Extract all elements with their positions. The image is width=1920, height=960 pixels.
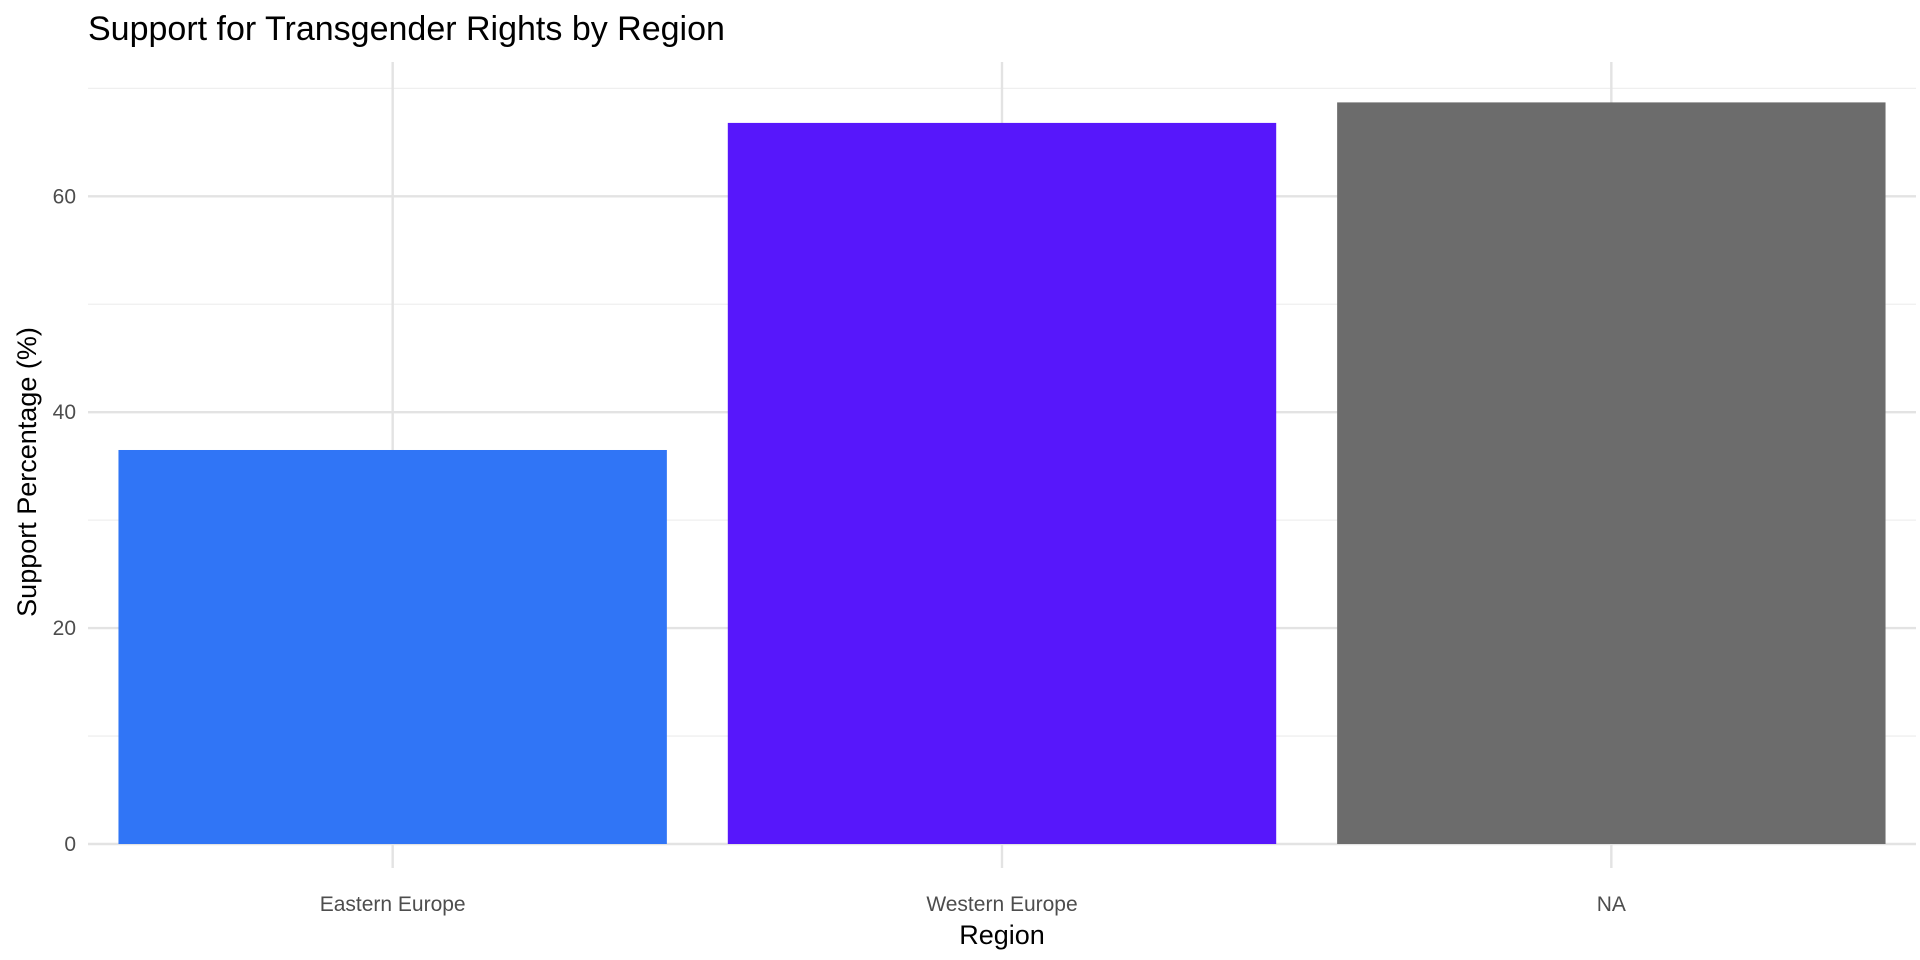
bar-western-europe [727, 122, 1277, 845]
bar-na [1337, 102, 1886, 844]
x-axis-ticks: Eastern Europe Western Europe NA [320, 893, 1626, 916]
bar-eastern-europe [118, 449, 667, 844]
y-tick-label: 40 [53, 401, 76, 424]
y-axis-ticks: 0 20 40 60 [53, 185, 76, 856]
y-tick-label: 60 [53, 185, 76, 208]
y-tick-label: 20 [53, 617, 76, 640]
bars [118, 102, 1886, 845]
x-axis-title: Region [959, 920, 1045, 950]
x-tick-label: NA [1597, 893, 1626, 916]
y-tick-label: 0 [64, 833, 76, 856]
x-tick-label: Western Europe [926, 893, 1077, 916]
y-axis-title: Support Percentage (%) [12, 327, 42, 617]
chart-title: Support for Transgender Rights by Region [88, 10, 725, 48]
x-tick-label: Eastern Europe [320, 893, 466, 916]
